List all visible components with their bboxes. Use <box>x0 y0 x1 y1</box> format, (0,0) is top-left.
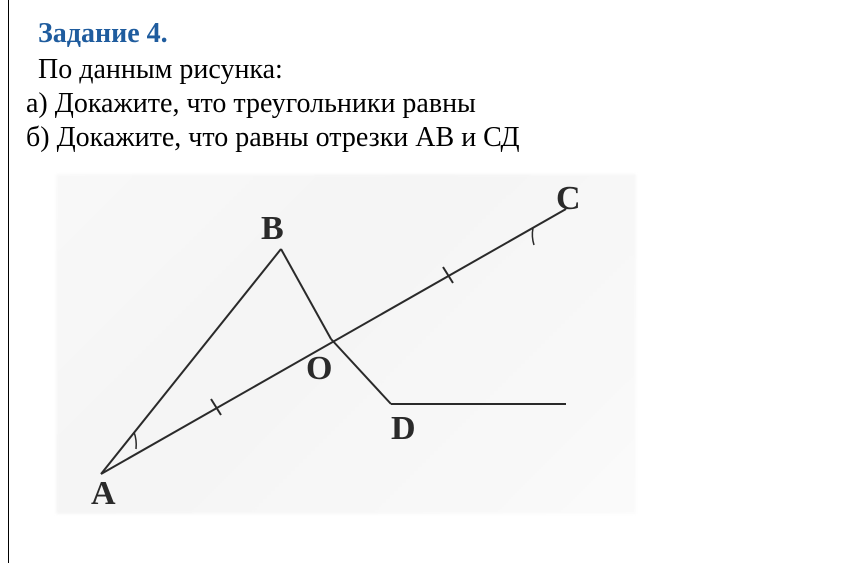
label-a: A <box>91 475 116 512</box>
task-part-b: б) Докажите, что равны отрезки АВ и СД <box>26 122 854 154</box>
task-intro: По данным рисунка: <box>26 54 854 86</box>
line-ab <box>101 249 281 474</box>
line-od <box>331 339 391 404</box>
geometry-diagram: A B C D O <box>56 174 636 514</box>
label-b: B <box>261 210 284 247</box>
angle-a <box>134 432 136 449</box>
line-bo <box>281 249 331 339</box>
task-part-a: а) Докажите, что треугольники равны <box>26 88 854 120</box>
label-c: C <box>556 180 581 217</box>
angle-c <box>532 228 534 245</box>
label-d: D <box>391 410 416 447</box>
label-o: O <box>306 350 332 387</box>
task-title: Задание 4. <box>26 18 854 50</box>
diagram-svg: A B C D O <box>56 174 636 514</box>
